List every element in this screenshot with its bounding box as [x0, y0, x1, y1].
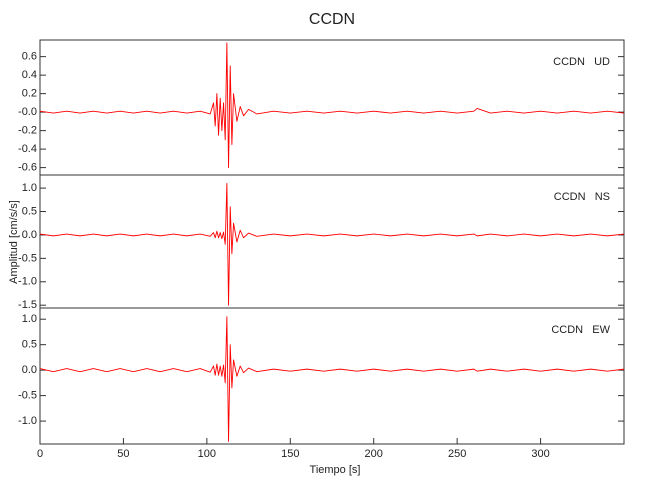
y-tick-label: 0.0	[22, 364, 37, 376]
x-tick-label: 150	[281, 448, 299, 460]
panel-label: CCDN UD	[553, 56, 610, 68]
y-tick-label: -1.0	[18, 415, 37, 427]
panel-label: CCDN EW	[551, 324, 610, 336]
y-tick-label: -0.4	[18, 143, 37, 155]
y-tick-label: -0.6	[18, 162, 37, 174]
x-tick-label: 250	[448, 448, 466, 460]
y-tick-label: -1.5	[18, 299, 37, 311]
y-tick-label: 0.2	[22, 88, 37, 100]
y-tick-label: 1.0	[22, 313, 37, 325]
panel-frame	[39, 307, 625, 445]
panel-label: CCDN NS	[554, 191, 610, 203]
y-tick-label: 0.5	[22, 339, 37, 351]
y-tick-label: 1.0	[22, 182, 37, 194]
x-tick-label: 100	[198, 448, 216, 460]
y-tick-label: -0.5	[18, 390, 37, 402]
trace	[39, 316, 625, 442]
x-tick-label: 200	[365, 448, 383, 460]
x-axis-label: Tiempo [s]	[310, 464, 361, 476]
trace	[39, 42, 625, 169]
y-tick-label: 0.5	[22, 205, 37, 217]
chart-title: CCDN	[309, 11, 355, 28]
x-tick-label: 50	[117, 448, 129, 460]
x-tick-label: 0	[37, 448, 43, 460]
y-tick-label: -0.0	[18, 106, 37, 118]
y-tick-label: -0.5	[18, 252, 37, 264]
y-tick-label: 0.6	[22, 51, 37, 63]
panel-frame	[39, 174, 625, 309]
y-tick-label: -1.0	[18, 276, 37, 288]
y-axis-label: Amplitud [cm/s/s]	[8, 200, 20, 284]
y-tick-label: 0.4	[22, 69, 37, 81]
trace	[39, 182, 625, 306]
y-tick-label: 0.0	[22, 229, 37, 241]
y-tick-label: -0.2	[18, 125, 37, 137]
panel-frame	[39, 39, 625, 176]
x-tick-label: 300	[531, 448, 549, 460]
